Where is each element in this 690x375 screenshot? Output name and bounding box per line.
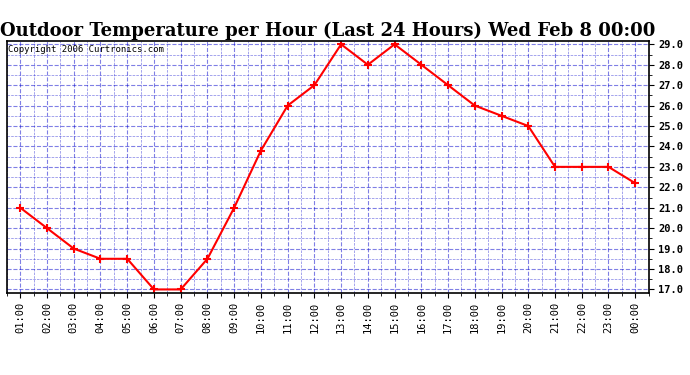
- Text: Copyright 2006 Curtronics.com: Copyright 2006 Curtronics.com: [8, 45, 164, 54]
- Title: Outdoor Temperature per Hour (Last 24 Hours) Wed Feb 8 00:00: Outdoor Temperature per Hour (Last 24 Ho…: [0, 21, 656, 40]
